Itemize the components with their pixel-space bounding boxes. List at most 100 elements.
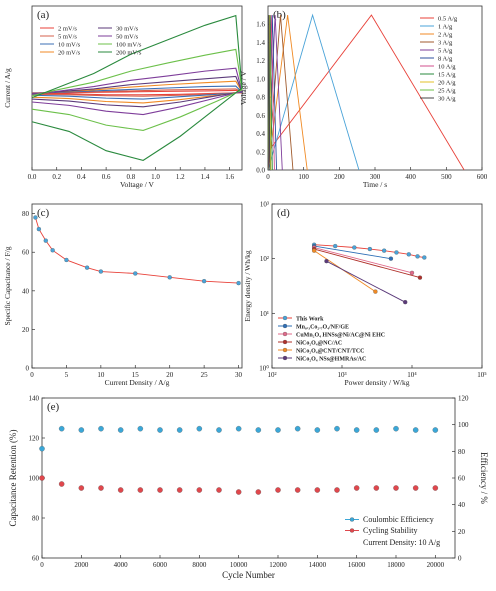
data-point	[275, 487, 281, 493]
data-point	[201, 279, 207, 284]
series-line	[31, 85, 244, 100]
x-tick-label: 12000	[269, 561, 287, 569]
legend-label: NiCo₂O₄@CNT/CNT/TCC	[296, 349, 365, 355]
data-point	[236, 280, 241, 286]
data-point	[324, 259, 329, 264]
y2-tick-label: 100	[458, 421, 469, 429]
x-axis-label: Cycle Number	[222, 570, 275, 580]
legend-label: 0.5 A/g	[438, 16, 458, 23]
series-line	[31, 14, 243, 161]
data-point	[311, 248, 317, 253]
data-point	[39, 475, 45, 481]
x-tick-label: 0	[30, 371, 34, 379]
y-tick-label: 0.8	[256, 94, 265, 102]
x-tick-label: 10⁴	[407, 371, 417, 379]
x-tick-label: 20000	[427, 561, 445, 569]
data-point	[117, 487, 124, 493]
data-point	[352, 245, 357, 250]
x-tick-label: 0.6	[102, 173, 111, 181]
legend-label: 30 A/g	[438, 96, 456, 103]
legend-label: 1 A/g	[438, 24, 453, 31]
panel: 0 2000 4000 6000 8000 10000 12000 14000 16000 180…	[8, 395, 489, 581]
legend-label: This Work	[296, 317, 324, 323]
x-tick-label: 5	[65, 371, 69, 379]
data-point	[235, 425, 242, 432]
y-axis-label: Specific Capacitance / F/g	[3, 246, 12, 325]
data-point	[39, 445, 45, 452]
x-tick-label: 0.4	[77, 173, 86, 181]
data-point	[275, 427, 281, 433]
data-point	[367, 246, 373, 252]
x-tick-label: 14000	[309, 561, 327, 569]
y-tick-label: 10³	[260, 201, 269, 209]
x-axis-label: Power density / W/kg	[344, 378, 409, 387]
series-line	[31, 80, 243, 104]
x-tick-label: 2000	[74, 561, 89, 569]
data-point	[43, 238, 48, 243]
series-line	[267, 15, 271, 171]
plot-frame	[271, 203, 483, 369]
data-point	[412, 427, 419, 433]
x-axis-label: Voltage / V	[120, 180, 154, 189]
series-line	[267, 15, 294, 171]
data-point	[157, 427, 163, 433]
x-tick-label: 0	[40, 561, 44, 569]
y-axis-label: Capacitance Retention (%)	[8, 430, 18, 527]
y2-axis-label: Efficiency / %	[479, 452, 489, 504]
x-tick-label: 300	[370, 173, 381, 181]
data-point	[78, 427, 85, 433]
x-tick-label: 10²	[267, 371, 276, 379]
data-point	[393, 425, 399, 432]
panel: 0 100 200 300 400 500 600 0.0 0.2 0.4 0.6 0.8 1.0 1.2…	[239, 5, 488, 189]
panel: 0 5 10 15 20 25 30 0 20 40 60 80 Current Density / A…	[3, 203, 243, 387]
series-line	[267, 15, 308, 171]
series-line	[31, 75, 243, 108]
data-point	[196, 425, 203, 432]
legend-marker	[282, 339, 288, 345]
y-tick-label: 1.4	[256, 39, 265, 47]
data-point	[432, 427, 439, 433]
data-point	[58, 425, 65, 432]
legend-label: 100 mV/s	[116, 42, 142, 49]
data-point	[388, 256, 394, 261]
x-tick-label: 4000	[114, 561, 129, 569]
data-point	[98, 485, 104, 491]
y-tick-label: 20	[22, 326, 30, 334]
y2-tick-label: 40	[458, 501, 466, 509]
x-tick-label: 400	[405, 173, 416, 181]
legend-label: Cycling Stability	[363, 526, 417, 535]
panel-label: (a)	[37, 9, 50, 21]
data-point	[36, 226, 42, 232]
y-tick-label: 0.0	[256, 167, 265, 175]
data-point	[403, 300, 408, 305]
data-point	[334, 425, 340, 432]
legend-marker	[282, 355, 288, 361]
data-point	[373, 485, 380, 491]
data-point	[84, 265, 90, 270]
legend-marker	[349, 528, 355, 533]
x-tick-label: 0.2	[52, 173, 61, 181]
data-point	[353, 485, 360, 491]
data-point	[133, 271, 138, 276]
legend-label: 5 mV/s	[58, 34, 77, 41]
y-tick-label: 1.0	[256, 75, 265, 83]
data-point	[33, 215, 38, 220]
x-tick-label: 100	[298, 173, 309, 181]
x-tick-label: 10000	[230, 561, 248, 569]
data-point	[314, 427, 321, 433]
data-point	[117, 427, 124, 433]
data-point	[58, 481, 65, 487]
data-point	[216, 487, 222, 493]
x-tick-label: 18000	[387, 561, 405, 569]
y-tick-label: 0	[26, 365, 30, 373]
data-point	[216, 427, 222, 433]
legend-label: 3 A/g	[438, 40, 453, 47]
legend-marker	[282, 315, 288, 321]
y-tick-label: 120	[29, 435, 40, 443]
x-tick-label: 25	[201, 371, 209, 379]
y2-tick-label: 80	[458, 448, 466, 456]
legend-label: 2 mV/s	[58, 26, 77, 33]
x-tick-label: 0.8	[126, 173, 135, 181]
legend-label: 20 mV/s	[58, 50, 81, 57]
x-tick-label: 200	[334, 173, 345, 181]
